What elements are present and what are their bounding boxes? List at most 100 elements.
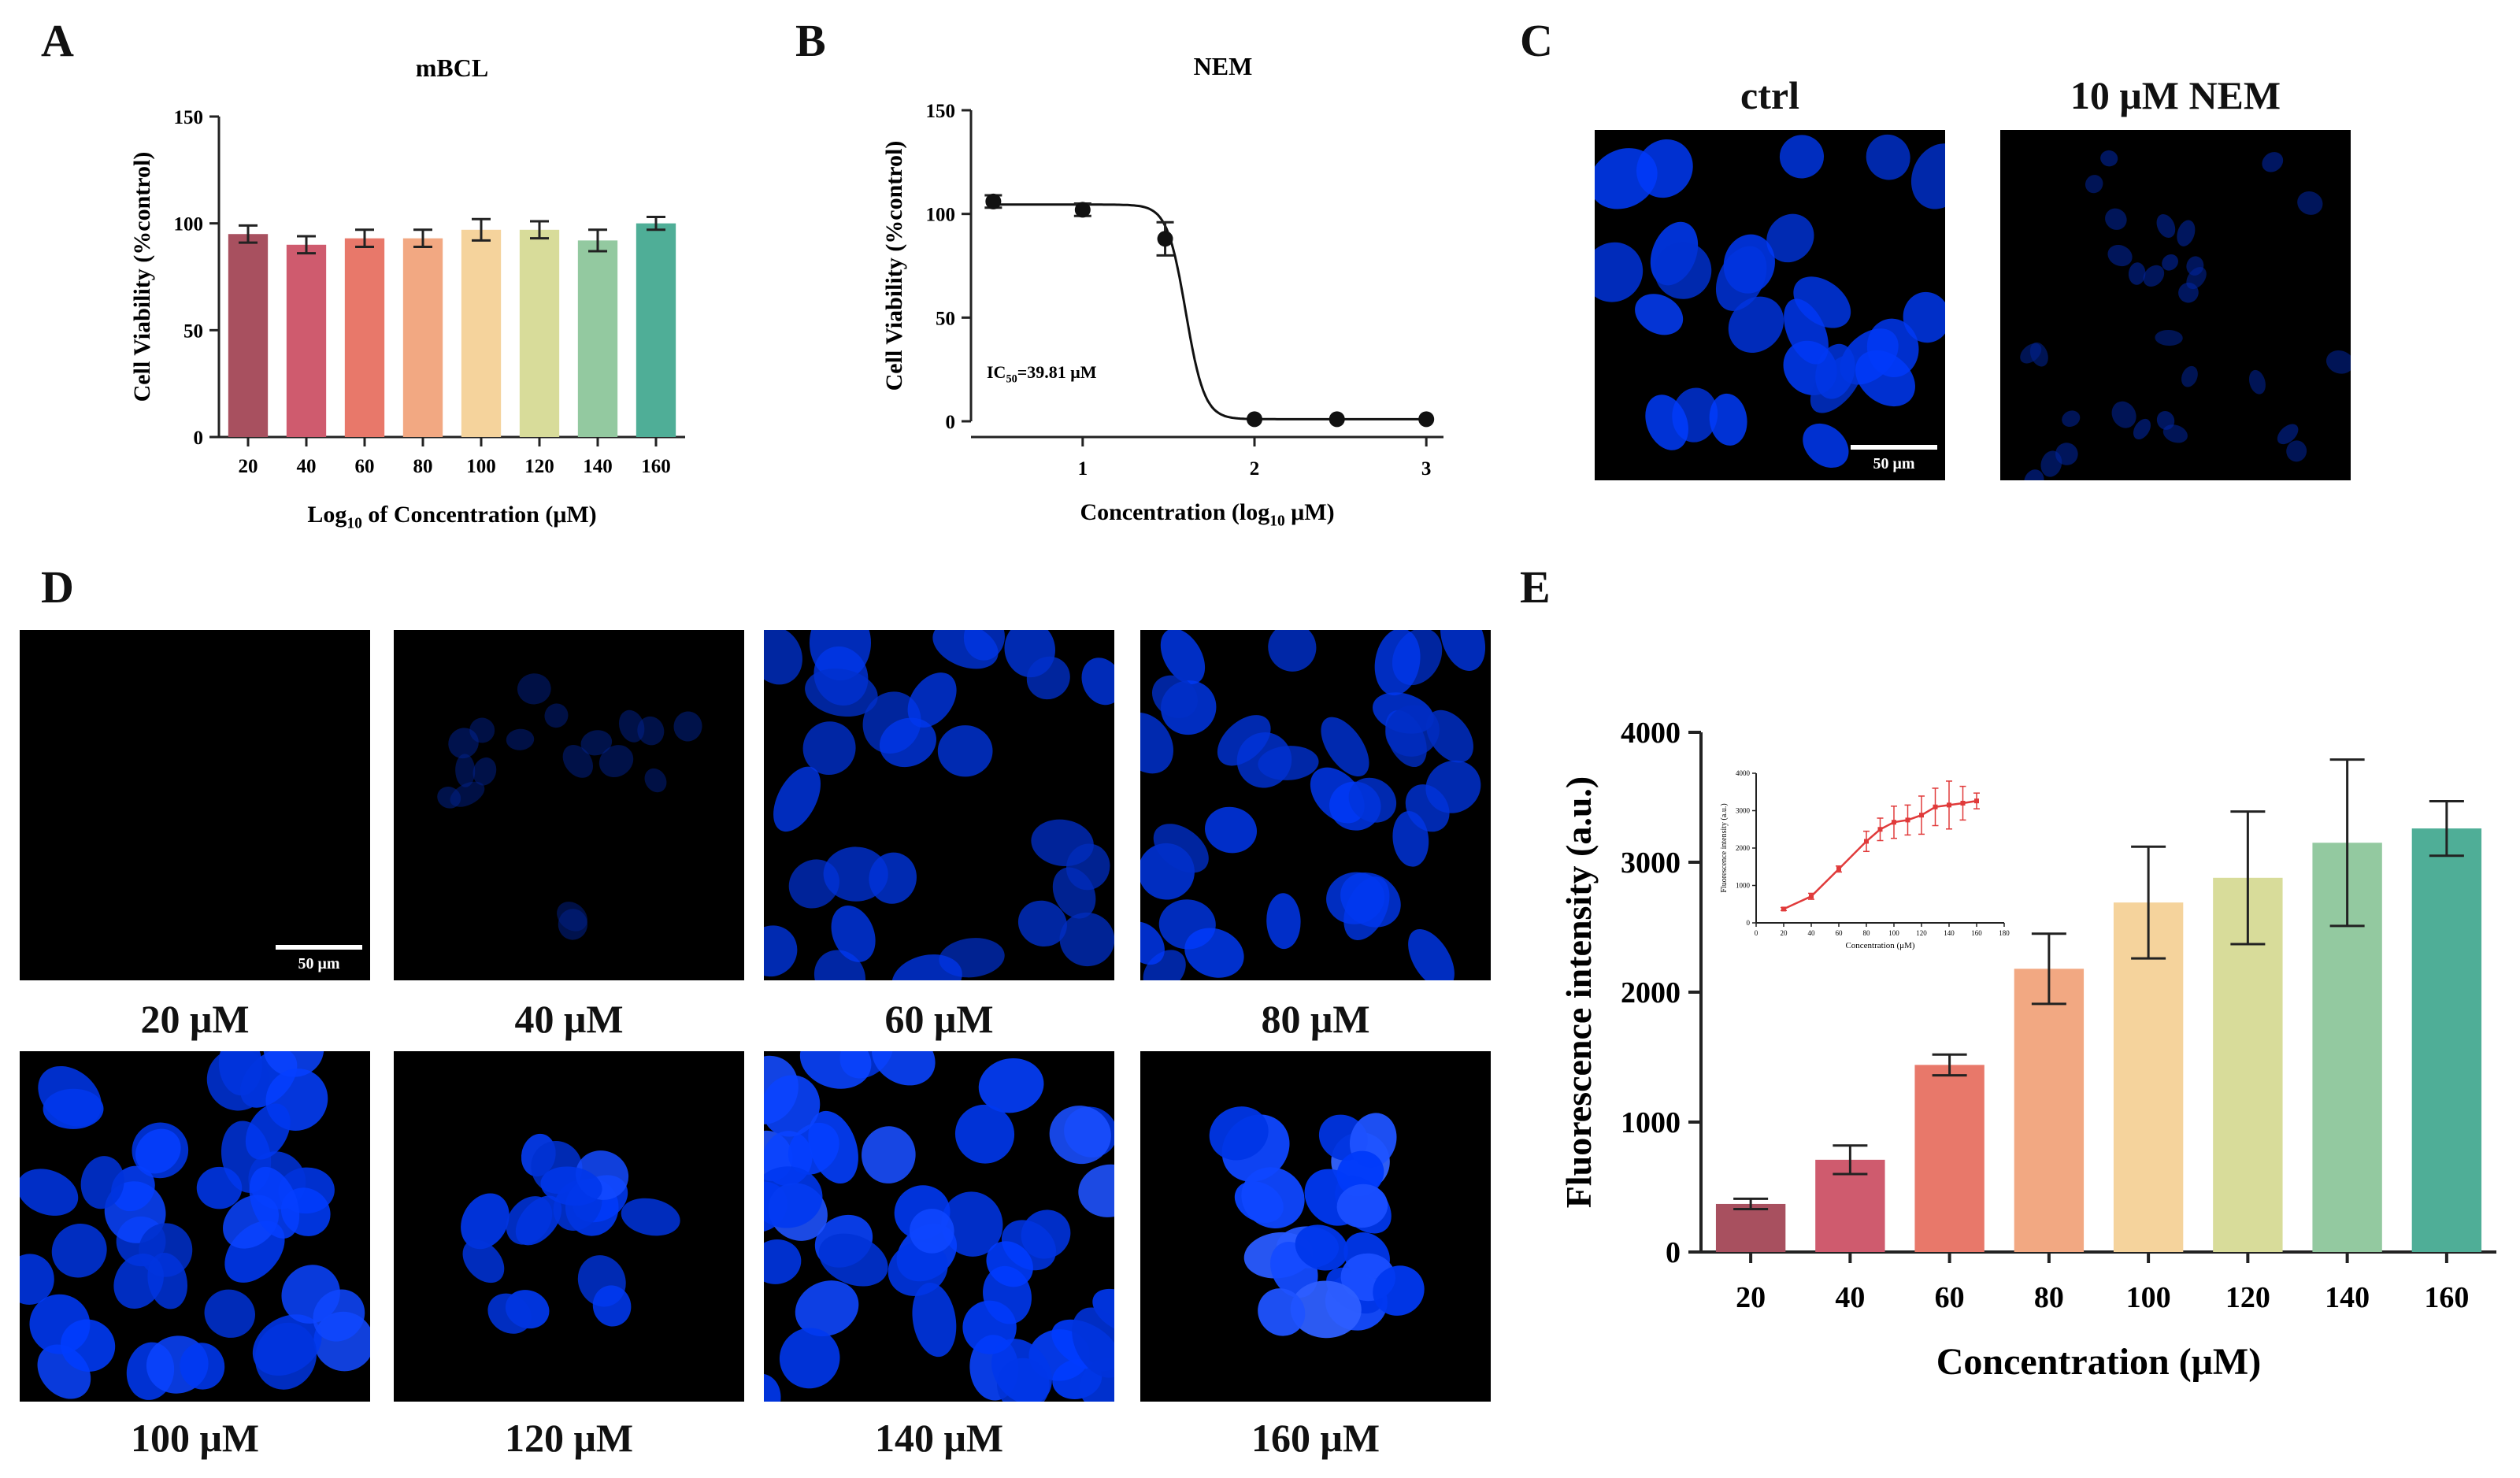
- nucleus: [1295, 1224, 1348, 1271]
- chart-a-bar-40: [286, 244, 327, 437]
- cell-field: [20, 1051, 370, 1400]
- nucleus: [2105, 208, 2127, 230]
- nucleus: [2107, 245, 2133, 267]
- inset-x-tick-label: 0: [1755, 929, 1758, 937]
- nucleus: [621, 1198, 680, 1236]
- nucleus: [1910, 143, 1945, 209]
- nucleus: [1766, 213, 1814, 263]
- chart-a-x-tick-label-100: 100: [466, 456, 496, 477]
- nucleus: [764, 630, 802, 685]
- inset-point-7: [1919, 813, 1924, 818]
- nucleus: [2262, 152, 2284, 172]
- chart-b-x-tick-label: 1: [1078, 458, 1088, 480]
- nucleus: [1290, 1280, 1362, 1339]
- nucleus: [907, 672, 957, 728]
- chart-e-y-tick-label: 3000: [1621, 846, 1681, 880]
- nucleus: [1636, 139, 1693, 198]
- inset-point-2: [1836, 866, 1841, 872]
- inset-y-tick-label: 3000: [1736, 807, 1751, 815]
- micrograph-label-ctrl: ctrl: [1740, 73, 1799, 117]
- chart-b-x-tick-label: 3: [1421, 458, 1432, 480]
- nucleus: [455, 754, 476, 787]
- nucleus: [2297, 191, 2323, 215]
- nucleus: [1728, 296, 1784, 353]
- nucleus: [909, 1209, 954, 1254]
- chart-e-x-tick-label-100: 100: [2126, 1281, 2171, 1314]
- micrograph-label-160um: 160 μM: [1251, 1416, 1380, 1460]
- nucleus: [2062, 410, 2081, 428]
- nucleus: [1021, 1209, 1071, 1259]
- nucleus: [562, 745, 594, 778]
- chart-b-point-2: [1157, 231, 1173, 247]
- micrograph-160um: [1140, 1051, 1491, 1402]
- nucleus: [673, 711, 702, 742]
- nucleus: [1779, 135, 1825, 179]
- nucleus: [991, 1339, 1052, 1402]
- nucleus: [249, 1166, 300, 1239]
- nucleus: [1065, 843, 1110, 891]
- cell-field: [461, 1133, 680, 1334]
- chart-b-fit-curve: [993, 203, 1427, 420]
- nucleus: [831, 906, 876, 962]
- chart-b-nem-dose-response: NEM 0 50 100 150 1 2 3 IC50=39.81 μM Concentratio…: [881, 52, 1443, 530]
- micrograph-label-120um: 120 μM: [504, 1416, 634, 1460]
- chart-b-y-tick-label: 100: [926, 205, 956, 226]
- nucleus: [1373, 1265, 1425, 1316]
- micrograph-label-20um: 20 μM: [140, 997, 250, 1041]
- nucleus: [2055, 443, 2078, 465]
- nucleus: [1385, 705, 1440, 757]
- chart-b-y-tick-label: 150: [926, 101, 956, 122]
- micrograph-ctrl: 50 μm: [1595, 130, 1945, 480]
- panel-letter-c: C: [1520, 15, 1553, 66]
- cell-field: [437, 673, 702, 940]
- inset-y-tick-label: 1000: [1736, 882, 1751, 890]
- nucleus: [1151, 675, 1199, 718]
- chart-b-point-5: [1418, 411, 1435, 428]
- inset-y-axis-label: Fluorescence intensity (a.u.): [1720, 803, 1729, 892]
- nucleus: [986, 1241, 1033, 1287]
- nucleus: [113, 1253, 164, 1309]
- inset-x-tick-label: 80: [1863, 929, 1871, 937]
- chart-e-x-tick-label-20: 20: [1736, 1281, 1766, 1314]
- inset-point-8: [1933, 804, 1938, 809]
- chart-a-bar-120: [519, 229, 560, 437]
- nucleus: [1903, 291, 1945, 343]
- nucleus: [891, 954, 962, 980]
- chart-e-bar-160: [2411, 828, 2482, 1252]
- nucleus: [506, 728, 535, 750]
- chart-e-x-tick-label-80: 80: [2034, 1281, 2064, 1314]
- nucleus: [764, 925, 798, 977]
- chart-a-x-tick-label-20: 20: [239, 456, 258, 477]
- chart-a-bar-80: [402, 238, 443, 437]
- cell-field: 50 μm: [1595, 134, 1945, 472]
- nucleus: [1258, 1288, 1306, 1336]
- cell-field: [764, 630, 1114, 980]
- chart-a-bar-160: [636, 223, 676, 437]
- nucleus: [2024, 469, 2044, 480]
- chart-a-bar-140: [577, 240, 618, 437]
- chart-b-ic50-annotation: IC50=39.81 μM: [987, 362, 1097, 386]
- chart-a-x-tick-label-120: 120: [524, 456, 554, 477]
- chart-e-bar-60: [1914, 1065, 1984, 1252]
- nucleus: [2181, 365, 2198, 387]
- nucleus: [1336, 1150, 1384, 1197]
- nucleus: [2177, 220, 2196, 246]
- inset-y-tick-label: 4000: [1736, 769, 1751, 777]
- nucleus: [263, 1051, 324, 1077]
- inset-x-tick-label: 100: [1888, 929, 1899, 937]
- panel-letter-b: B: [795, 15, 826, 66]
- nucleus: [1336, 1184, 1388, 1228]
- nucleus: [1784, 298, 1829, 365]
- scale-bar-label: 50 μm: [1873, 455, 1915, 472]
- nucleus: [1440, 630, 1486, 672]
- micrograph-label-140um: 140 μM: [874, 1416, 1004, 1460]
- nucleus: [773, 766, 821, 832]
- nucleus: [2111, 401, 2136, 428]
- chart-b-title: NEM: [1194, 52, 1253, 80]
- chart-e-y-tick-label: 0: [1666, 1236, 1681, 1269]
- inset-x-tick-label: 60: [1836, 929, 1844, 937]
- nucleus: [1049, 1106, 1111, 1165]
- chart-a-y-tick-label: 100: [174, 214, 204, 235]
- inset-y-tick-label: 0: [1747, 919, 1751, 927]
